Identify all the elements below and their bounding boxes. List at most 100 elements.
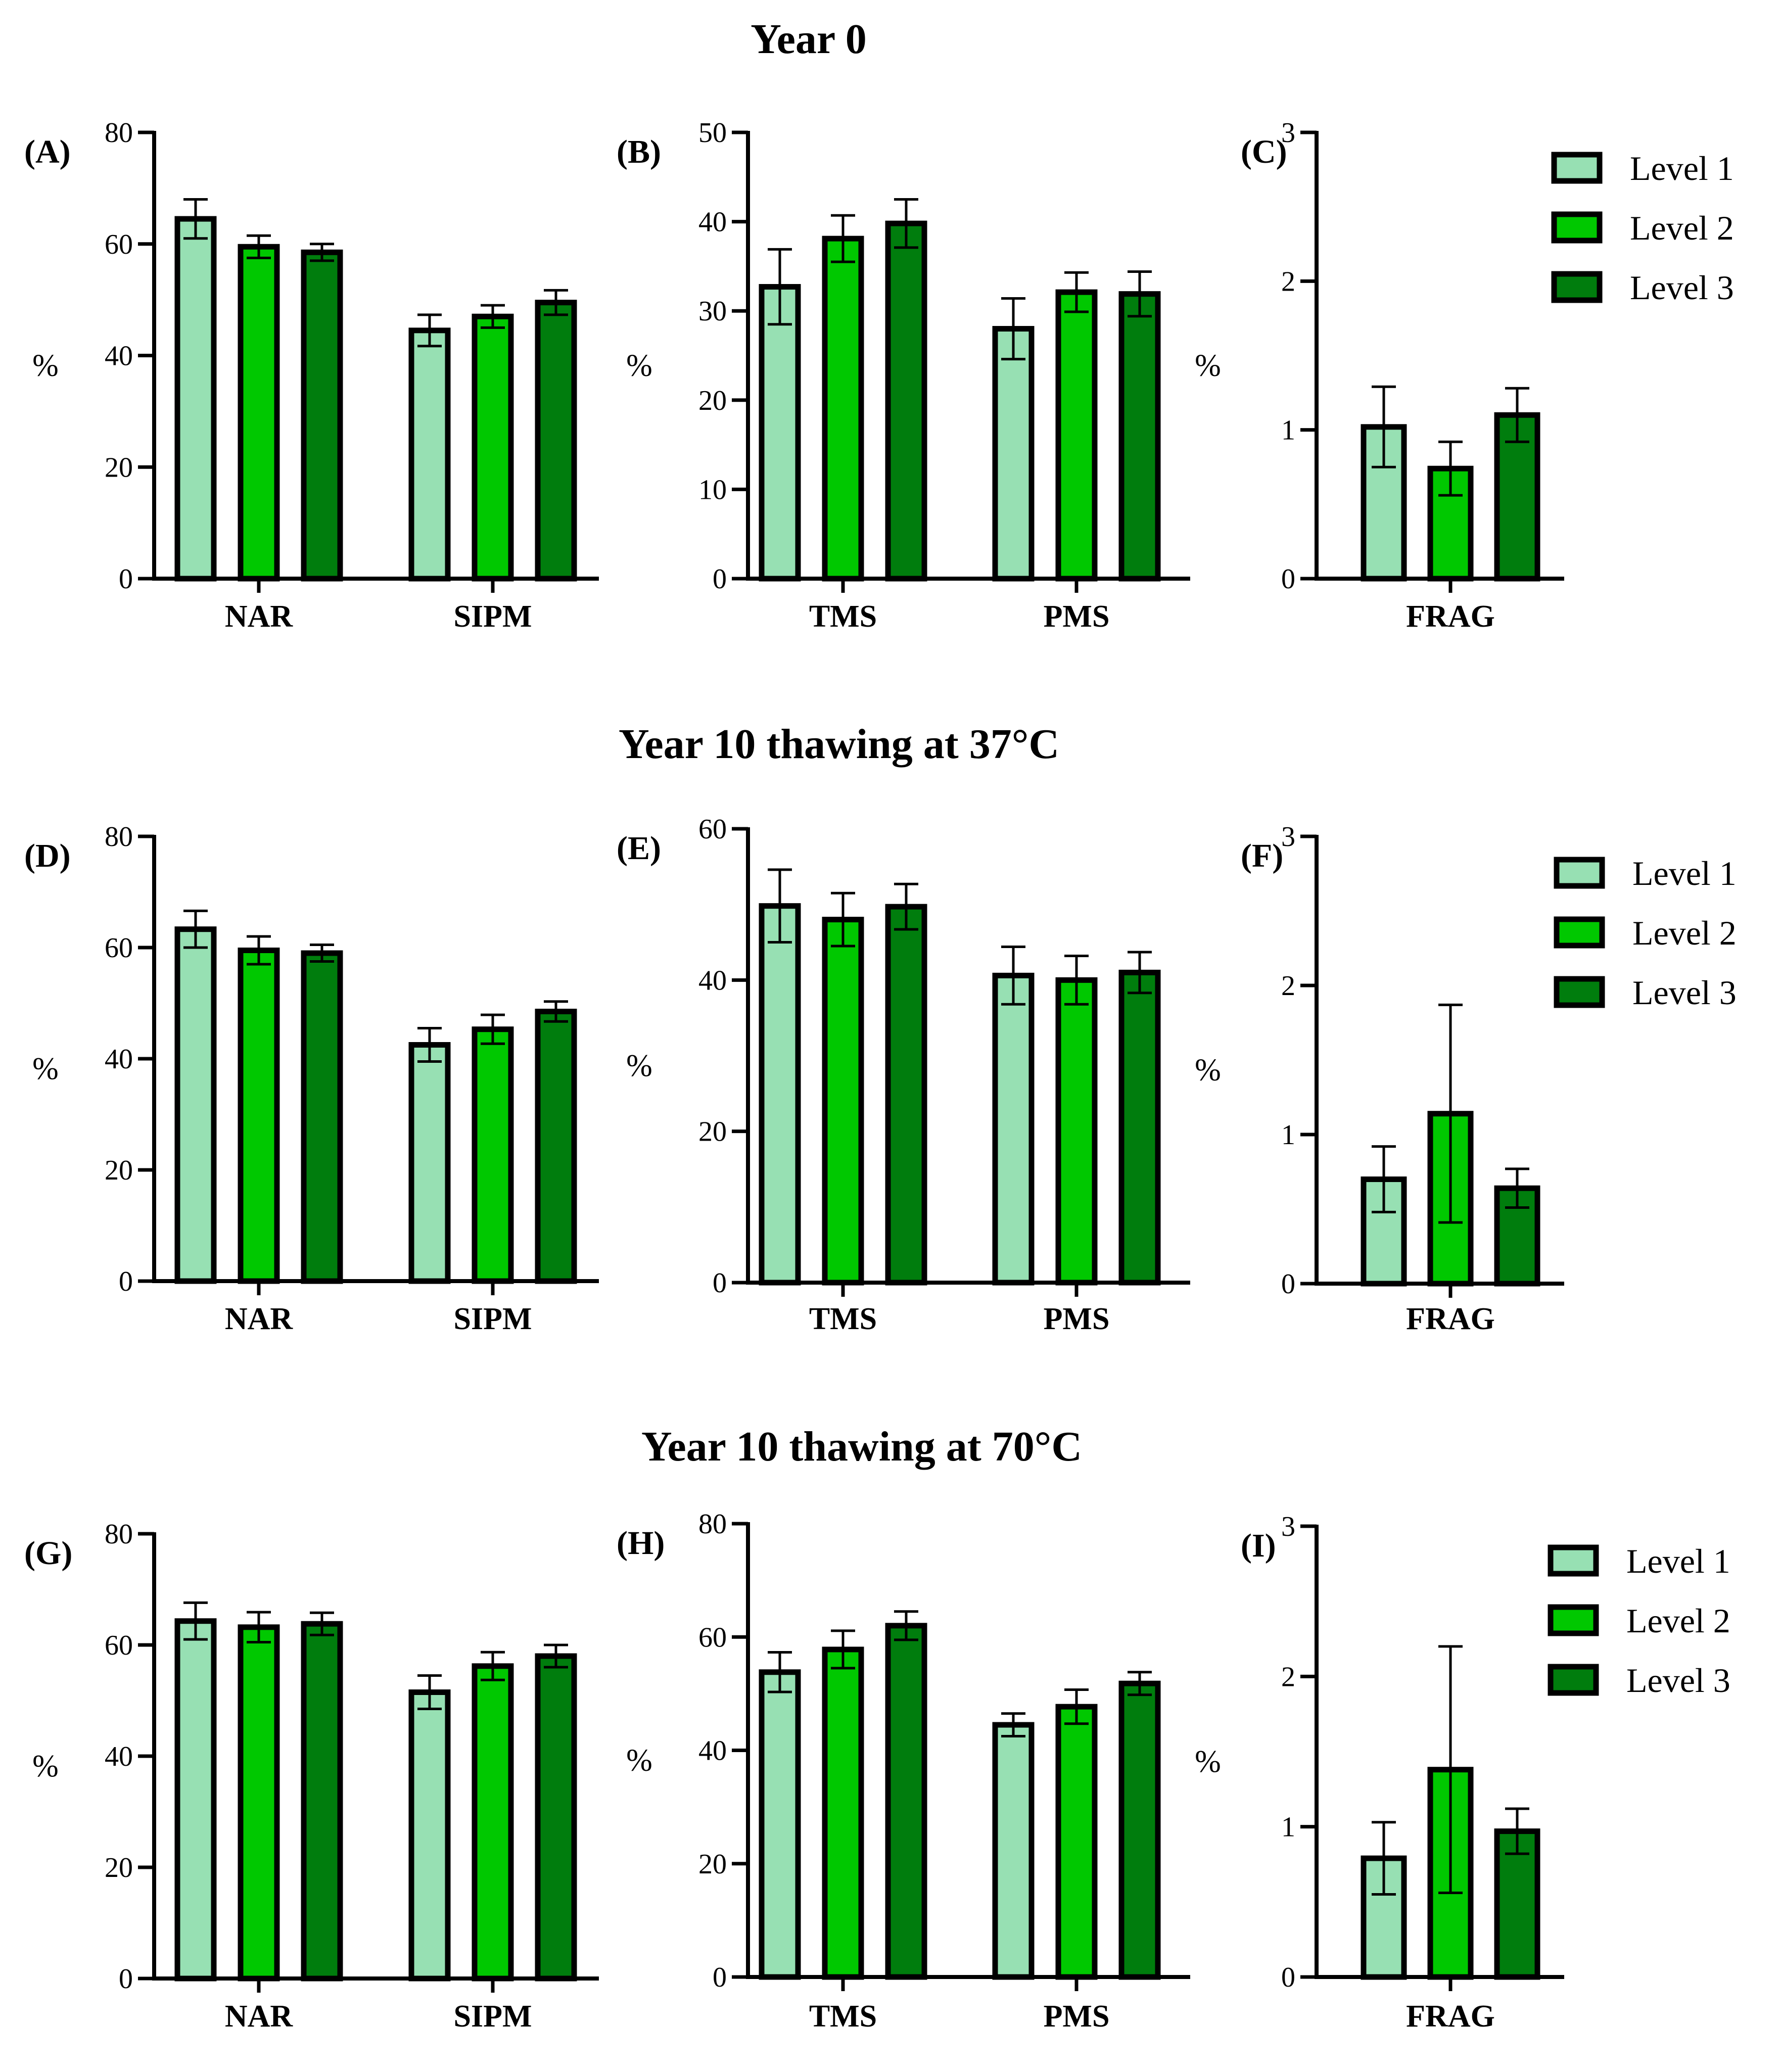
y-tick-label: 2 [1281, 970, 1295, 1002]
legend: Level 1 Level 2 Level 3 [1548, 1542, 1730, 1700]
bar-level1-nar [174, 926, 217, 1284]
y-tick-label: 80 [698, 1509, 727, 1540]
y-tick-label: 3 [1281, 117, 1295, 149]
panel-label: (G) [24, 1535, 72, 1572]
x-tick-label: NAR [225, 1302, 294, 1336]
panel-A: (A)% NAR SIPM 0 20 40 60 80 [24, 117, 599, 634]
row-title: Year 0 [751, 16, 866, 63]
bar-level2-nar [238, 244, 280, 582]
bar-level2-sipm [472, 1663, 514, 1982]
legend-label: Level 2 [1632, 914, 1737, 952]
panel-label: (I) [1241, 1527, 1276, 1564]
panel-label: (B) [617, 133, 661, 170]
x-tick-label: PMS [1044, 1302, 1110, 1336]
legend-label: Level 1 [1632, 854, 1737, 892]
x-tick-label: PMS [1044, 599, 1110, 634]
x-tick-label: NAR [225, 1999, 294, 2034]
legend-label: Level 1 [1626, 1542, 1730, 1580]
bar-level1-sipm [408, 327, 451, 582]
bar-level1-pms [992, 972, 1035, 1286]
y-tick-label: 1 [1281, 415, 1295, 446]
y-tick-label: 0 [119, 563, 133, 595]
y-tick-label: 1 [1281, 1119, 1295, 1151]
y-axis-label: % [32, 349, 59, 383]
bar-level1-tms [759, 284, 801, 582]
y-tick-label: 40 [698, 1735, 727, 1767]
bar-level1-pms [992, 1722, 1035, 1980]
panel-label: (C) [1241, 133, 1287, 170]
row-title: Year 10 thawing at 70°C [641, 1423, 1082, 1470]
legend-label: Level 2 [1626, 1602, 1730, 1640]
legend-label: Level 1 [1630, 149, 1734, 187]
legend-swatch-level3 [1551, 271, 1603, 303]
bar-level3-pms [1118, 969, 1161, 1286]
y-tick-label: 10 [698, 474, 727, 505]
panel-label: (H) [617, 1525, 665, 1562]
bar-level1-sipm [408, 1689, 451, 1982]
x-tick-label: TMS [809, 1999, 877, 2034]
bar-level3-sipm [535, 1653, 577, 1982]
bar-level3-tms [885, 220, 927, 582]
y-tick-label: 40 [105, 1741, 133, 1772]
y-axis-label: % [1195, 1745, 1221, 1779]
y-tick-label: 40 [105, 341, 133, 372]
y-tick-label: 60 [698, 814, 727, 845]
legend: Level 1 Level 2 Level 3 [1551, 149, 1734, 307]
y-tick-label: 3 [1281, 1511, 1295, 1542]
bar-level3-pms [1118, 1680, 1161, 1980]
panel-label: (E) [617, 830, 661, 867]
x-tick-label: NAR [225, 599, 294, 634]
bar-level2-nar [238, 1624, 280, 1982]
legend-swatch-level2 [1554, 916, 1605, 949]
x-tick-label: SIPM [454, 1302, 532, 1336]
y-tick-label: 20 [105, 1852, 133, 1883]
row-title: Year 10 thawing at 37°C [619, 721, 1059, 768]
x-tick-label: FRAG [1406, 1302, 1495, 1336]
legend-swatch-level2 [1548, 1604, 1599, 1636]
legend-label: Level 3 [1632, 973, 1737, 1012]
y-tick-label: 80 [105, 117, 133, 149]
y-axis-label: % [626, 1744, 652, 1778]
y-tick-label: 0 [1281, 1962, 1295, 1993]
y-tick-label: 0 [119, 1963, 133, 1995]
y-axis-label: % [626, 349, 652, 383]
legend-label: Level 2 [1630, 209, 1734, 247]
legend-swatch-level1 [1548, 1544, 1599, 1577]
y-tick-label: 40 [698, 207, 727, 238]
bar-level2-pms [1055, 289, 1098, 582]
bar-level3-nar [301, 950, 343, 1284]
bar-level1-tms [759, 1669, 801, 1980]
bar-level1-nar [174, 216, 217, 582]
y-tick-label: 60 [698, 1622, 727, 1653]
y-tick-label: 20 [698, 385, 727, 416]
bar-level1-tms [759, 903, 801, 1286]
x-tick-label: PMS [1044, 1999, 1110, 2034]
bar-level3-sipm [535, 300, 577, 582]
y-tick-label: 0 [119, 1266, 133, 1297]
panel-label: (F) [1241, 837, 1283, 874]
x-tick-label: TMS [809, 1302, 877, 1336]
panel-G: (G)% NAR SIPM 0 20 40 60 80 [24, 1519, 599, 2034]
y-tick-label: 3 [1281, 821, 1295, 853]
y-tick-label: 0 [1281, 563, 1295, 595]
bar-level3-sipm [535, 1009, 577, 1284]
y-tick-label: 30 [698, 296, 727, 327]
x-tick-label: SIPM [454, 1999, 532, 2034]
y-axis-label: % [1195, 1053, 1221, 1088]
y-axis-label: % [626, 1049, 652, 1083]
y-tick-label: 60 [105, 1630, 133, 1661]
panel-label: (A) [24, 133, 71, 170]
legend: Level 1 Level 2 Level 3 [1554, 854, 1737, 1012]
bar-level1-sipm [408, 1042, 451, 1284]
bar-level3-tms [885, 1623, 927, 1980]
y-tick-label: 40 [698, 965, 727, 996]
panel-label: (D) [24, 837, 71, 874]
x-tick-label: SIPM [454, 599, 532, 634]
y-tick-label: 0 [713, 1962, 727, 1993]
bar-level3-pms [1118, 291, 1161, 582]
y-axis-label: % [32, 1052, 59, 1086]
y-axis-label: % [32, 1749, 59, 1783]
legend-swatch-level1 [1554, 857, 1605, 889]
bar-level2-sipm [472, 313, 514, 582]
